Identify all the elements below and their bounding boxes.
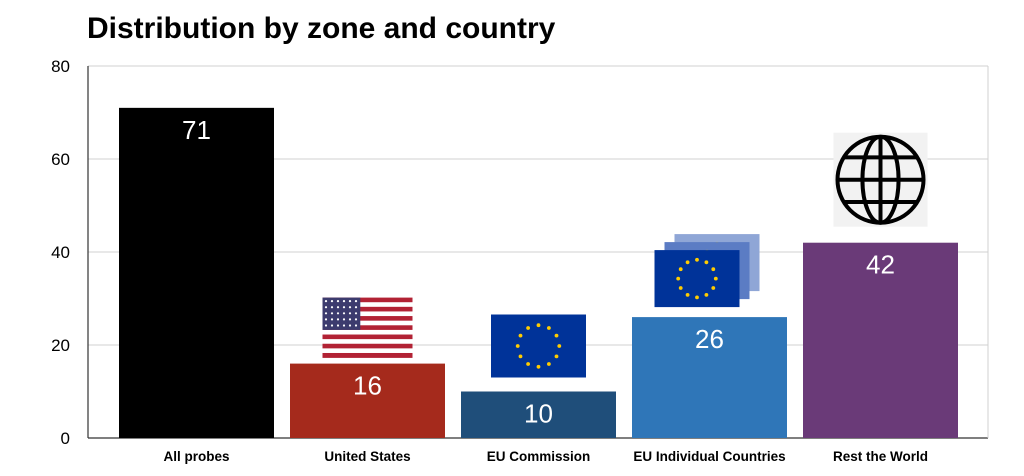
x-tick-label: EU Commission — [487, 449, 591, 464]
bar-icons — [322, 132, 928, 378]
y-tick-label: 60 — [51, 150, 70, 169]
y-tick-label: 0 — [61, 429, 70, 448]
data-label: 26 — [695, 324, 724, 354]
labels: 71 All probes 16 United States 10 EU Commissi… — [163, 115, 928, 464]
y-tick-label: 40 — [51, 243, 70, 262]
x-tick-label: EU Individual Countries — [633, 449, 785, 464]
data-label: 71 — [182, 115, 211, 145]
bar — [632, 317, 787, 438]
data-label: 42 — [866, 250, 895, 280]
eu-flags-stack-icon — [654, 234, 760, 308]
y-tick-label: 20 — [51, 336, 70, 355]
bar — [290, 363, 445, 438]
globe-icon — [833, 132, 928, 227]
data-label: 16 — [353, 371, 382, 401]
chart-title: Distribution by zone and country — [87, 12, 556, 45]
y-tick-label: 80 — [51, 57, 70, 76]
eu-flag-icon — [491, 314, 586, 378]
bar — [803, 242, 958, 438]
y-axis: 0 20 40 60 80 — [51, 57, 89, 448]
bars — [119, 107, 958, 438]
x-tick-label: Rest the World — [833, 449, 928, 464]
x-tick-label: All probes — [163, 449, 229, 464]
bar — [461, 391, 616, 438]
us-flag-icon — [322, 297, 413, 358]
x-tick-label: United States — [324, 449, 410, 464]
bar — [119, 107, 274, 438]
data-label: 10 — [524, 399, 553, 429]
